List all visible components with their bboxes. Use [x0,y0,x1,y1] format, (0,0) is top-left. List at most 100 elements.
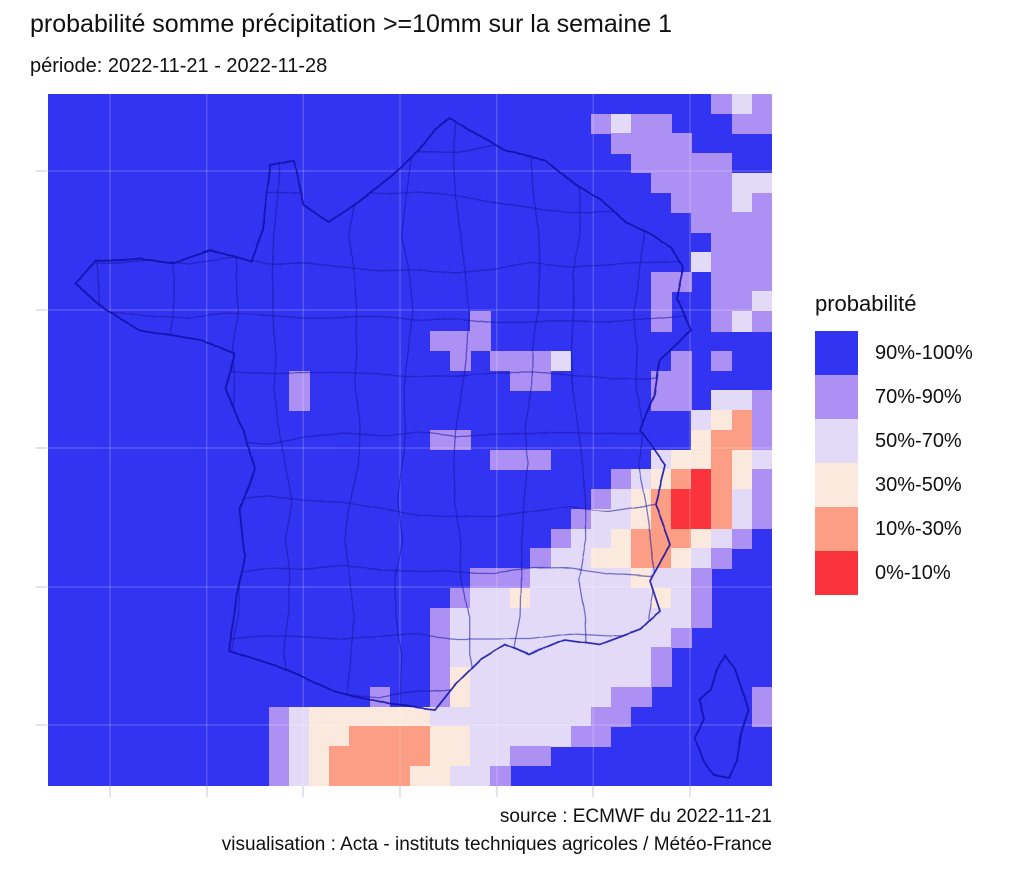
raster-cell [731,172,753,194]
raster-cell [530,568,552,589]
raster-cell [711,232,733,253]
raster-cell [510,706,531,727]
raster-cell [470,588,491,609]
raster-cell [429,331,451,352]
raster-cell [751,489,772,510]
raster-cell [429,667,451,688]
raster-cell [671,192,692,213]
raster-cell [530,706,552,727]
legend-entry: 90%-100% [815,331,973,375]
raster-cell [671,588,692,609]
raster-cell [570,647,592,668]
raster-cell [590,508,612,530]
raster-cell [530,449,552,470]
raster-cell [671,390,692,411]
raster-cell [449,706,471,727]
raster-cell [610,489,632,510]
raster-cell [751,390,772,411]
raster-cell [731,489,753,510]
raster-cell [651,311,672,332]
raster-cell [429,686,451,708]
caption-source: source : ECMWF du 2022-11-21 [499,806,772,827]
raster-cell [510,726,531,747]
raster-cell [590,667,612,688]
graticule-tick-left [36,724,47,726]
raster-cell [610,706,632,727]
raster-cell [550,627,572,648]
raster-cell [590,588,612,609]
raster-cell [470,765,491,786]
raster-cell [389,706,411,727]
raster-cell [369,746,391,767]
caption-visualisation: visualisation : Acta - instituts techniq… [221,834,772,855]
raster-cell [711,291,733,312]
raster-cell [490,667,511,688]
raster-cell [691,548,712,569]
raster-cell [530,350,552,372]
raster-cell [731,508,753,530]
raster-cell [731,390,753,411]
raster-cell [751,706,772,727]
raster-cell [630,528,652,549]
raster-cell [751,429,772,451]
raster-cell [268,726,290,747]
raster-cell [550,548,572,569]
raster-cell [470,726,491,747]
legend-swatch [815,507,858,551]
raster-cell [630,667,652,688]
legend-entry: 10%-30% [815,507,973,551]
raster-cell [429,607,451,629]
raster-cell [550,568,572,589]
raster-cell [490,568,511,589]
raster-cell [429,647,451,668]
raster-cell [731,192,753,213]
raster-cell [550,350,572,372]
raster-cell [671,548,692,569]
raster-cell [671,350,692,372]
raster-cell [691,172,712,194]
graticule-tick-left [36,309,47,311]
map-panel [48,94,772,786]
raster-cell [751,271,772,292]
raster-cell [751,449,772,470]
graticule-tick-bottom [495,786,498,797]
raster-cell [651,172,672,194]
raster-cell [590,528,612,549]
raster-cell [530,667,552,688]
raster-cell [349,706,371,727]
graticule-tick-bottom [592,786,595,797]
raster-cell [510,370,531,391]
raster-cell [610,469,632,490]
graticule-tick-bottom [689,786,691,797]
graticule-tick-bottom [109,786,111,797]
raster-cell [630,548,652,569]
raster-cell [610,686,632,708]
raster-cell [610,113,632,134]
raster-cell [711,429,733,451]
corsica-outline [694,653,749,780]
raster-cell [651,667,672,688]
raster-cell [711,390,733,411]
raster-cell [671,153,692,174]
raster-cell [630,153,652,174]
raster-cell [671,508,692,530]
raster-cell [630,686,652,708]
raster-cell [731,232,753,253]
raster-cell [751,508,772,530]
raster-cell [651,153,672,174]
raster-cell [389,726,411,747]
raster-cell [530,548,552,569]
raster-cell [630,469,652,490]
raster-cell [349,746,371,767]
raster-cell [530,726,552,747]
raster-cell [671,449,692,470]
raster-cell [590,113,612,134]
raster-cell [671,607,692,629]
raster-cell [711,212,733,233]
raster-cell [630,489,652,510]
raster-cell [289,390,310,411]
legend-entry: 70%-90% [815,375,973,419]
raster-cell [671,172,692,194]
captions: source : ECMWF du 2022-11-21 visualisati… [222,803,772,859]
raster-cell [490,449,511,470]
